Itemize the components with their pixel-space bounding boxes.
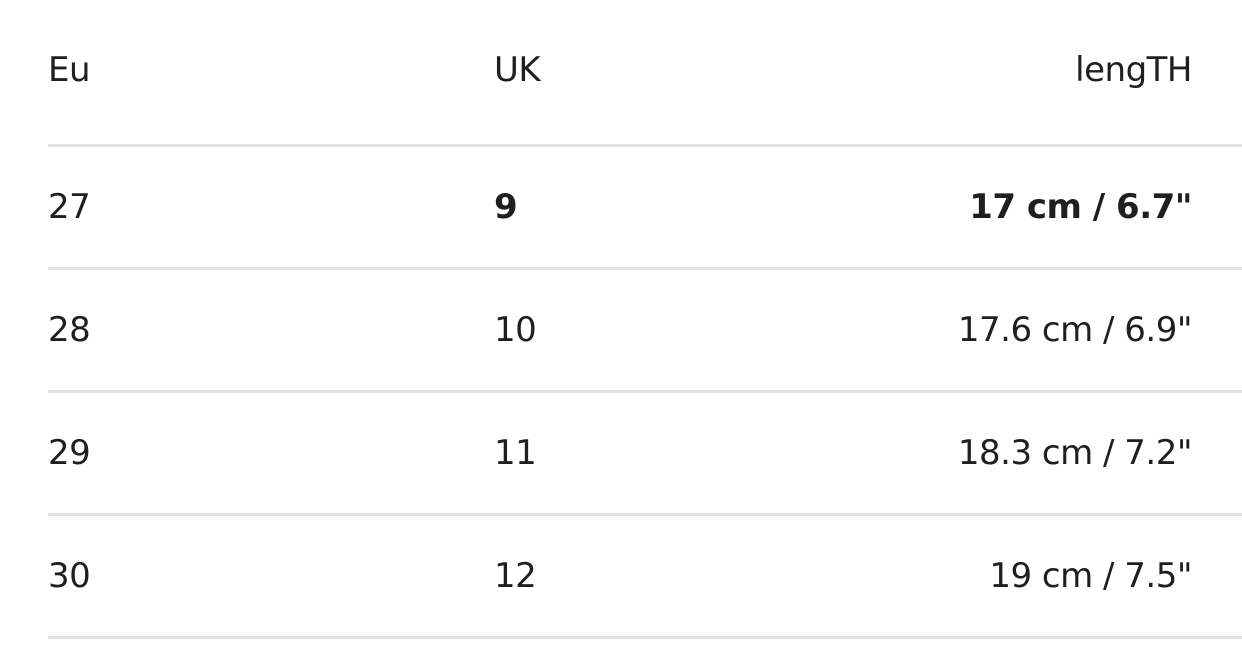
cell-length: 17.6 cm / 6.9" bbox=[957, 310, 1193, 350]
table-row: 29 11 18.3 cm / 7.2" bbox=[48, 393, 1242, 516]
cell-eu: 29 bbox=[48, 433, 91, 473]
table-header-row: Eu UK lengTH bbox=[48, 0, 1242, 147]
cell-length: 17 cm / 6.7" bbox=[969, 187, 1192, 227]
cell-uk: 12 bbox=[494, 556, 537, 596]
table-row: 30 12 19 cm / 7.5" bbox=[48, 516, 1242, 639]
cell-uk: 9 bbox=[494, 187, 518, 227]
cell-length: 19 cm / 7.5" bbox=[989, 556, 1192, 596]
table-row: 27 9 17 cm / 6.7" bbox=[48, 147, 1242, 270]
header-eu: Eu bbox=[48, 50, 91, 90]
cell-eu: 30 bbox=[48, 556, 91, 596]
cell-uk: 11 bbox=[494, 433, 537, 473]
cell-eu: 27 bbox=[48, 187, 91, 227]
table-row: 28 10 17.6 cm / 6.9" bbox=[48, 270, 1242, 393]
size-chart-table: Eu UK lengTH 27 9 17 cm / 6.7" 28 10 17.… bbox=[48, 0, 1242, 639]
header-uk: UK bbox=[494, 50, 541, 90]
header-length: lengTH bbox=[1075, 50, 1192, 90]
cell-uk: 10 bbox=[494, 310, 537, 350]
cell-length: 18.3 cm / 7.2" bbox=[957, 433, 1193, 473]
cell-eu: 28 bbox=[48, 310, 91, 350]
